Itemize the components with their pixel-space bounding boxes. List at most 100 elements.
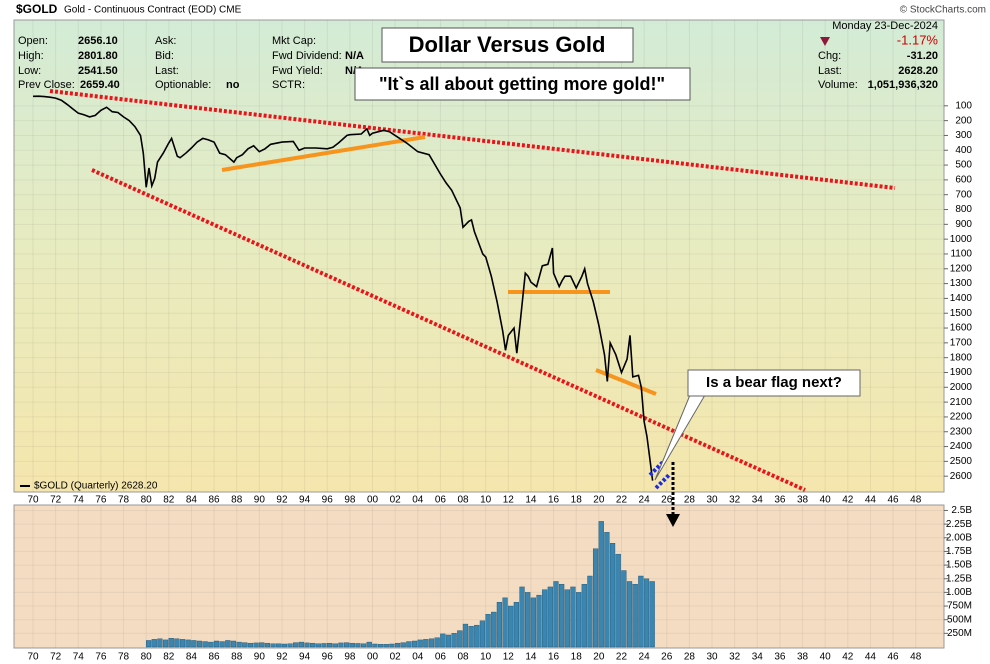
x-tick-label: 02: [390, 495, 402, 506]
trendline: [91, 168, 806, 492]
title: Dollar Versus Gold: [409, 32, 606, 57]
info-label: Volume:: [818, 79, 858, 91]
info-label: Ask:: [155, 35, 176, 47]
volume-bar: [496, 602, 503, 648]
quote: "It`s all about getting more gold!": [379, 74, 665, 94]
title-box: [381, 27, 634, 63]
x-tick-label: 70: [27, 495, 39, 506]
y-tick-label: 2300: [950, 426, 973, 437]
x-tick-label: 94: [299, 495, 311, 506]
price-line: [32, 95, 654, 481]
down-indicator: [820, 37, 830, 46]
x-tick-label: 30: [706, 495, 718, 506]
y-tick-label: 2.25B: [946, 519, 972, 530]
info-label: Last:: [155, 65, 179, 77]
x-tick-label: 42: [842, 495, 854, 506]
x-tick-label: 24: [639, 652, 651, 663]
x-tick-label: 74: [73, 495, 85, 506]
x-tick-label: 76: [95, 652, 107, 663]
volume-bar: [423, 639, 429, 648]
x-tick-label: 94: [299, 652, 311, 663]
volume-bar: [253, 642, 259, 648]
x-tick-label: 22: [616, 495, 628, 506]
y-tick-label: 1.00B: [946, 587, 972, 598]
x-tick-label: 92: [276, 495, 288, 506]
info-value: no: [226, 79, 240, 91]
x-tick-label: 10: [480, 652, 492, 663]
x-tick-label: 74: [73, 652, 85, 663]
x-tick-label: 46: [888, 652, 900, 663]
volume-bar: [445, 634, 452, 648]
y-tick-label: 2200: [950, 412, 973, 423]
quote-box: [354, 67, 691, 101]
x-tick-label: 34: [752, 495, 764, 506]
x-tick-label: 14: [525, 652, 537, 663]
volume-bar: [191, 640, 197, 648]
axes: 70 72 74 76 78 80 82 84 86 88 90 92 94 96 98 00 02 04 06 08…: [27, 100, 972, 662]
volume-bar: [609, 543, 616, 648]
y-tick-label: 200: [955, 115, 972, 126]
volume-bar: [259, 642, 265, 648]
x-tick-label: 78: [118, 495, 130, 506]
trendline: [221, 135, 426, 172]
volume-bar: [219, 641, 225, 648]
x-tick-label: 88: [231, 495, 243, 506]
x-tick-label: 08: [457, 495, 469, 506]
x-tick-label: 38: [797, 495, 809, 506]
volume-bar: [508, 605, 514, 648]
credit: © StockCharts.com: [900, 5, 986, 16]
volume-bar: [632, 583, 638, 648]
y-tick-label: 250M: [947, 628, 972, 639]
volume-bar: [462, 623, 469, 648]
x-tick-label: 98: [344, 652, 356, 663]
trendline: [49, 89, 896, 190]
x-tick-label: 36: [774, 495, 786, 506]
x-tick-label: 20: [593, 652, 605, 663]
x-tick-label: 96: [322, 652, 334, 663]
x-tick-label: 32: [729, 495, 741, 506]
volume-bar: [281, 643, 287, 648]
volume-bar: [225, 640, 231, 648]
info-label: SCTR:: [272, 79, 305, 91]
y-tick-label: 1200: [950, 263, 973, 274]
volume-bar: [547, 586, 553, 648]
y-tick-label: 1400: [950, 293, 973, 304]
volume-bar: [530, 597, 536, 648]
x-tick-label: 28: [684, 652, 696, 663]
y-tick-label: 400: [955, 145, 972, 156]
volume-bar: [360, 643, 367, 648]
y-tick-label: 500: [955, 160, 972, 171]
y-tick-label: 1000: [950, 234, 973, 245]
volume-bar: [321, 643, 327, 648]
change-pct: -1.17%: [897, 32, 939, 47]
y-tick-label: 1.25B: [946, 573, 972, 584]
volume-bar: [621, 570, 627, 648]
x-tick-label: 78: [118, 652, 130, 663]
volume-bar: [457, 630, 463, 648]
info-value: 2659.40: [80, 79, 120, 91]
volume-bar: [293, 642, 299, 648]
y-tick-label: 750M: [947, 601, 972, 612]
volume-bar: [208, 641, 214, 648]
volume-bar: [174, 638, 180, 648]
info-value: 2628.20: [898, 65, 938, 77]
volume-bar: [298, 641, 304, 648]
volume-bar: [327, 642, 333, 648]
x-tick-label: 44: [865, 495, 877, 506]
volume-bar: [587, 575, 593, 648]
volume-bar: [151, 639, 157, 648]
volume-bar: [615, 553, 621, 648]
volume-bar: [338, 642, 344, 648]
x-tick-label: 44: [865, 652, 877, 663]
y-tick-label: 1700: [950, 337, 973, 348]
y-tick-label: 1500: [950, 308, 973, 319]
y-tick-label: 2600: [950, 471, 973, 482]
volume-bar: [366, 641, 372, 648]
volume-bar: [287, 643, 293, 648]
volume-bar: [542, 589, 548, 648]
info-label: Chg:: [818, 50, 841, 62]
info-value: 1,051,936,320: [868, 79, 938, 91]
volume-bar: [592, 548, 599, 648]
info-label: Mkt Cap:: [272, 35, 316, 47]
info-label: Low:: [18, 65, 41, 77]
